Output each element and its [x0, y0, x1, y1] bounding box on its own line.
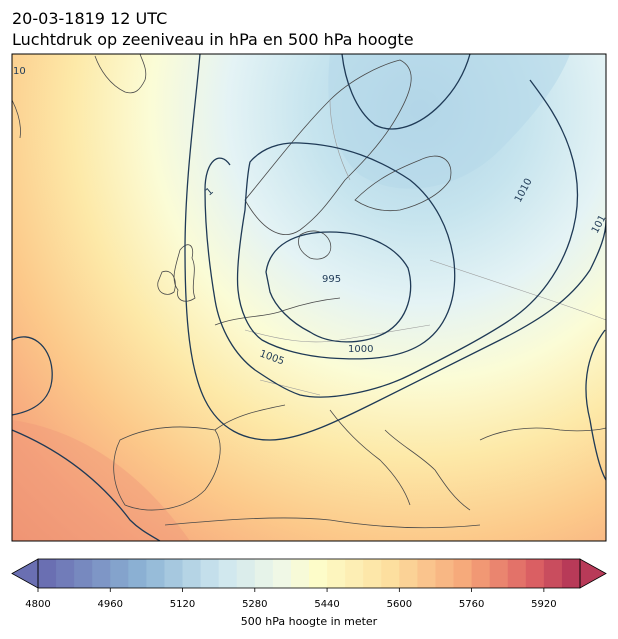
colorbar-segment [543, 559, 563, 588]
colorbar-tick-label: 5120 [169, 599, 196, 610]
colorbar-segment [200, 559, 220, 588]
colorbar-outline [37, 558, 581, 589]
map-content [12, 54, 606, 541]
colorbar-segment [525, 559, 545, 588]
height-band-low [328, 54, 570, 189]
colorbar-tick-label: 4800 [25, 599, 51, 610]
colorbar-segment [74, 559, 93, 588]
colorbar-segment [453, 559, 473, 588]
isobar-east [585, 329, 606, 481]
colorbar-segment [92, 559, 111, 588]
colorbar-extend-min [11, 558, 39, 589]
colorbar-tick-label: 5600 [386, 599, 413, 610]
colorbar-segment [345, 559, 364, 588]
colorbar-tick-label: 5920 [531, 599, 557, 610]
france-coast [214, 404, 286, 431]
colorbar-segment [290, 559, 310, 588]
great-britain-coast [173, 244, 196, 302]
isobar-north-high [341, 54, 471, 130]
colorbar-tick-label: 4960 [97, 599, 123, 610]
colorbar-segment [182, 559, 202, 588]
map-title-datetime: 20-03-1819 12 UTC [12, 9, 168, 28]
denmark-coast [298, 230, 332, 260]
colorbar-segment [146, 559, 165, 588]
isobar-label-1000: 1000 [348, 344, 373, 355]
colorbar-tick-label: 5280 [242, 599, 268, 610]
colorbar-segment [309, 559, 328, 588]
colorbar-segment [471, 559, 491, 588]
colorbar [11, 558, 607, 592]
colorbar-segment [417, 559, 436, 588]
colorbar-label: 500 hPa hoogte in meter [240, 615, 378, 628]
colorbar-segment [435, 559, 455, 588]
greenland-coast [12, 99, 21, 139]
border-eastern-europe [429, 259, 606, 321]
isobar-995 [265, 231, 412, 343]
colorbar-segment [56, 559, 75, 588]
height-band-high [12, 420, 190, 541]
iberia-coast [113, 426, 221, 511]
colorbar-segment [164, 559, 184, 588]
isobar-southwest [12, 429, 161, 541]
isobars [12, 54, 606, 541]
colorbar-segment [128, 559, 147, 588]
colorbar-segment [399, 559, 418, 588]
colorbar-segment [218, 559, 238, 588]
country-borders [244, 99, 606, 396]
colorbar-segment [38, 559, 57, 588]
scandinavia-coast [244, 59, 412, 235]
colorbar-segment [489, 559, 509, 588]
north-africa-coast [164, 517, 481, 529]
isobar-1000 [236, 142, 456, 360]
colorbar-segment [110, 559, 129, 588]
isobar-1005 [204, 79, 579, 398]
coastlines [12, 54, 606, 529]
map-frame [11, 53, 607, 542]
ireland-coast [157, 270, 176, 295]
black-sea-coast [479, 427, 606, 441]
north-sea-coast [214, 297, 341, 326]
italy-coast [329, 409, 411, 506]
colorbar-extend-max [579, 558, 607, 589]
colorbar-tick-label: 5440 [314, 599, 340, 610]
colorbar-tick-label: 5760 [458, 599, 485, 610]
colorbar-segment [254, 559, 274, 588]
colorbar-segment [272, 559, 292, 588]
isobar-left-edge [12, 336, 53, 416]
map-title-description: Luchtdruk op zeeniveau in hPa en 500 hPa… [12, 30, 414, 49]
isobar-label-995: 995 [322, 274, 341, 285]
colorbar-segment [236, 559, 256, 588]
isobar-label-edge-left: 10 [13, 66, 26, 77]
isobar-label-edge-top: 1 [204, 186, 216, 199]
colorbar-segment [381, 559, 400, 588]
adriatic-coast [384, 429, 471, 511]
border-alps [259, 379, 321, 396]
colorbar-segment [363, 559, 382, 588]
isobar-1010 [184, 54, 606, 441]
colorbar-segment [507, 559, 527, 588]
colorbar-segment [327, 559, 346, 588]
colorbar-segment [561, 559, 581, 588]
iceland-coast [94, 54, 147, 94]
border-central-europe [244, 324, 431, 343]
border-scandinavia [329, 99, 351, 181]
